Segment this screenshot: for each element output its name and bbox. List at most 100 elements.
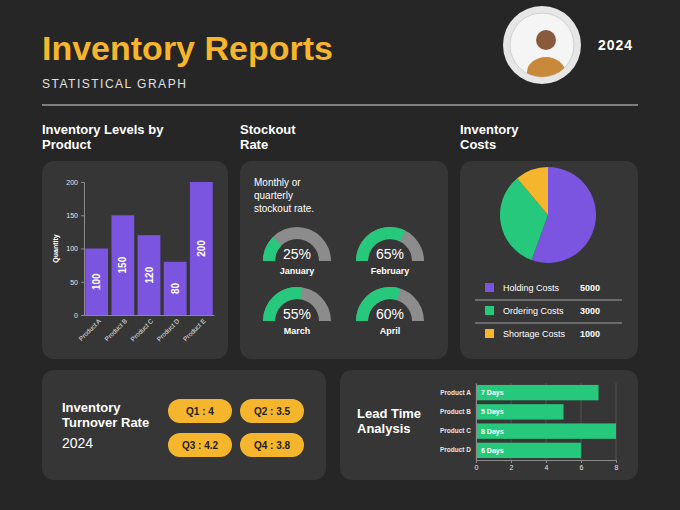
- legend-value: 1000: [580, 329, 600, 339]
- axis-y: Product A Product B Product C Product D: [440, 384, 477, 461]
- tick-mark: [81, 315, 84, 316]
- tick: 0: [74, 312, 84, 319]
- badge: [240, 399, 304, 423]
- data-label: 200: [196, 240, 207, 257]
- panel-title-line: Rate: [240, 137, 268, 152]
- data-label: 6 Days: [481, 447, 504, 455]
- panel-subtitle-line: Monthly or: [254, 177, 301, 188]
- chart-panel: InventoryCostsHolding Costs5000Ordering …: [460, 122, 638, 359]
- tick-label: Product E: [182, 317, 208, 343]
- panel-title-line: Costs: [460, 137, 496, 152]
- tick-label: 2: [510, 464, 514, 471]
- panel: [460, 161, 638, 359]
- grid-line: [616, 383, 617, 460]
- panel-title-line: Stockout: [240, 122, 296, 137]
- tick: 50: [70, 278, 84, 285]
- badge: [168, 433, 232, 457]
- tick-label: 100: [66, 245, 78, 252]
- data-label: Q2 : 3.5: [254, 406, 291, 417]
- gauge-value: [356, 227, 405, 261]
- tick: Product B: [440, 408, 476, 415]
- year: 2024: [598, 37, 633, 53]
- tick-mark: [81, 215, 84, 216]
- legend-label: Shortage Costs: [503, 329, 566, 339]
- tick: Product D: [440, 446, 476, 453]
- tick: 100: [66, 245, 84, 252]
- tick-label: 0: [74, 312, 78, 319]
- tick-mark: [581, 460, 582, 463]
- panel-subtitle: Monthly orquarterlystockout rate.: [254, 177, 314, 214]
- slice: [517, 167, 548, 215]
- dashboard: Inventory ReportsSTATISTICAL GRAPH2024 In…: [0, 0, 680, 510]
- tick-label: Product A: [440, 389, 471, 396]
- avatar-head: [536, 30, 556, 50]
- category-label: January: [280, 266, 315, 276]
- data-label: 25%: [283, 246, 311, 262]
- tick: 150: [66, 212, 84, 219]
- bar: [85, 249, 108, 316]
- panel-title: Lead TimeAnalysis: [357, 406, 421, 436]
- tick: 200: [66, 179, 84, 186]
- gauge: 55%March: [263, 287, 331, 336]
- slices: [500, 167, 596, 263]
- tick-label: Product C: [440, 427, 471, 434]
- panel: [42, 161, 228, 359]
- data-labels: 7 Days5 Days8 Days6 Days: [481, 389, 504, 455]
- grid: [476, 383, 616, 460]
- bar: [190, 182, 213, 315]
- panel-subtitle: 2024: [62, 435, 93, 451]
- gauge-value: [263, 237, 281, 261]
- chart-panel: InventoryTurnover Rate2024Q1 : 4Q2 : 3.5…: [42, 370, 326, 480]
- bars: [476, 385, 616, 458]
- gauge-track: [263, 287, 331, 321]
- header: Inventory ReportsSTATISTICAL GRAPH2024: [42, 6, 638, 105]
- gauge-track: [263, 227, 331, 261]
- legend-swatch: [485, 283, 494, 292]
- axis-x: 0 2 4 6 8: [475, 460, 619, 471]
- tick-label: Product C: [129, 317, 155, 343]
- badge: [240, 433, 304, 457]
- category-label: April: [380, 326, 401, 336]
- avatar-body: [527, 57, 565, 87]
- data-label: 150: [117, 256, 128, 273]
- legend-label: Holding Costs: [503, 283, 560, 293]
- panel-subtitle-line: quarterly: [254, 190, 293, 201]
- avatar-person: [527, 30, 565, 87]
- tick-mark: [511, 460, 512, 463]
- tick: 4: [545, 460, 549, 471]
- tick-label: Product D: [155, 317, 181, 343]
- tick-label: 200: [66, 179, 78, 186]
- chart-panel: Inventory Levels byProduct 0 50 100 150 200 Pr…: [42, 122, 228, 359]
- bar: [138, 235, 161, 315]
- axis-line: [81, 183, 85, 316]
- axis-line: [85, 315, 215, 316]
- tick: Product A: [77, 315, 102, 342]
- tick-mark: [546, 460, 547, 463]
- panel-title: Inventory Levels byProduct: [42, 122, 164, 152]
- data-label: Q4 : 3.8: [254, 440, 291, 451]
- panel: [42, 370, 326, 480]
- data-label: 80: [170, 282, 181, 294]
- data-label: 120: [144, 266, 155, 283]
- panel-title-line: Turnover Rate: [62, 415, 149, 430]
- tick: 6: [580, 460, 584, 471]
- tick-mark: [81, 182, 84, 183]
- tick-label: Product B: [103, 317, 128, 342]
- tick: Product D: [155, 315, 181, 343]
- avatar: [503, 6, 581, 87]
- legend-separator: [475, 323, 622, 324]
- gauge: 65%February: [356, 227, 424, 276]
- gauge-track: [356, 287, 424, 321]
- tick-label: 8: [615, 464, 619, 471]
- data-label: 8 Days: [481, 428, 504, 436]
- axis-x: Product AProduct BProduct CProduct DProd…: [77, 315, 214, 343]
- background: [0, 0, 680, 510]
- tick: 0: [475, 460, 479, 471]
- data-labels: 10015012080200: [91, 240, 207, 294]
- panel-title-line: Inventory: [62, 400, 121, 415]
- tick-label: Product B: [440, 408, 471, 415]
- badge: [168, 399, 232, 423]
- tick: Product C: [129, 315, 155, 343]
- axis-y: 0 50 100 150 200: [66, 179, 84, 319]
- separator: [42, 105, 638, 106]
